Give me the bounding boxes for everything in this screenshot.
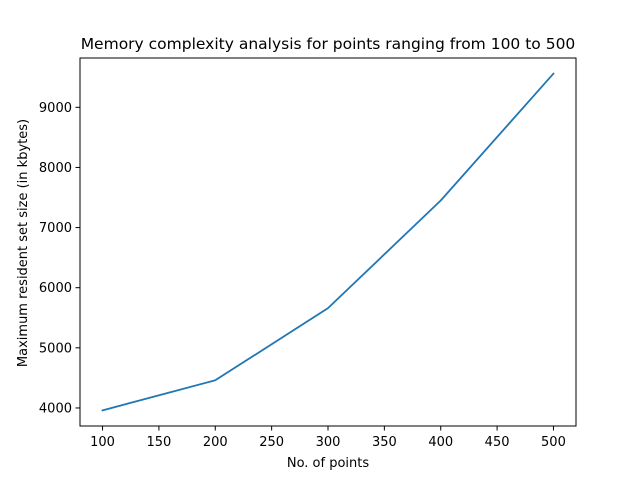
x-tick-label: 450 [485,435,510,450]
y-tick-label: 7000 [39,221,72,236]
y-tick-label: 5000 [39,341,72,356]
x-tick-label: 100 [90,435,115,450]
y-tick-label: 4000 [39,401,72,416]
chart-title: Memory complexity analysis for points ra… [81,35,576,53]
x-tick-label: 500 [541,435,566,450]
x-tick-label: 300 [316,435,341,450]
x-axis-title: No. of points [287,456,370,471]
y-axis-title: Maximum resident set size (in kbytes) [16,119,31,367]
x-tick-label: 250 [259,435,284,450]
x-tick-label: 150 [146,435,171,450]
x-tick-label: 200 [203,435,228,450]
x-tick-label: 350 [372,435,397,450]
x-tick-label: 400 [428,435,453,450]
plot-area: 100 150 200 250 300 350 400 450 500 4000 5000 6000 7… [39,57,577,450]
y-tick-label: 6000 [39,281,72,296]
y-tick-label: 8000 [39,161,72,176]
y-tick-label: 9000 [39,101,72,116]
